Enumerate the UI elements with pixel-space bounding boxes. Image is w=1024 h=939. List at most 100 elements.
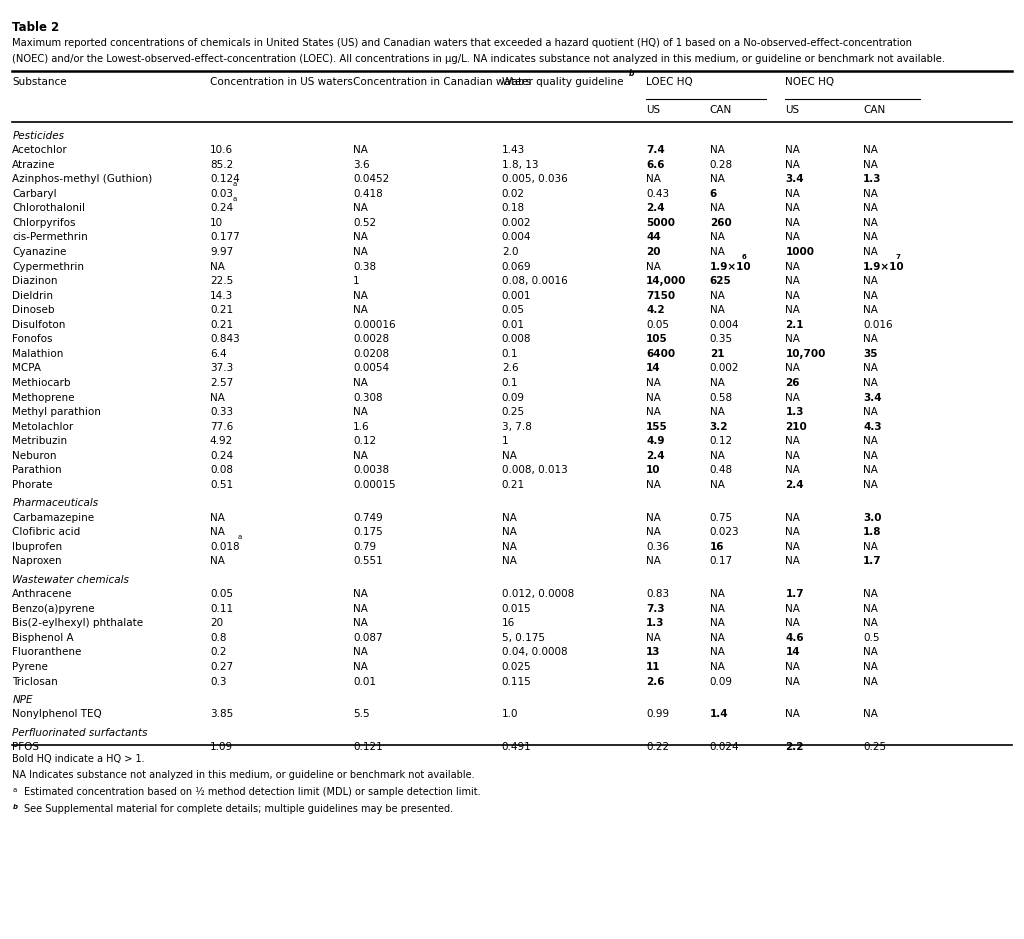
Text: Chlorothalonil: Chlorothalonil [12, 203, 85, 213]
Text: Pyrene: Pyrene [12, 662, 48, 672]
Text: NA: NA [710, 407, 725, 417]
Text: Dinoseb: Dinoseb [12, 305, 55, 316]
Text: NA: NA [785, 527, 801, 537]
Text: 0.09: 0.09 [502, 393, 524, 403]
Text: NA: NA [710, 633, 725, 643]
Text: 0.001: 0.001 [502, 290, 531, 300]
Text: NA: NA [863, 451, 879, 461]
Text: 3.85: 3.85 [210, 709, 233, 719]
Text: b: b [629, 69, 635, 79]
Text: NA: NA [353, 618, 369, 628]
Text: 6: 6 [710, 189, 717, 199]
Text: NA: NA [210, 527, 225, 537]
Text: 2.1: 2.1 [785, 319, 804, 330]
Text: 0.115: 0.115 [502, 676, 531, 686]
Text: MCPA: MCPA [12, 363, 41, 374]
Text: 0.08: 0.08 [210, 465, 232, 475]
Text: NA: NA [210, 513, 225, 523]
Text: Bisphenol A: Bisphenol A [12, 633, 74, 643]
Text: Azinphos-methyl (Guthion): Azinphos-methyl (Guthion) [12, 174, 153, 184]
Text: 0.21: 0.21 [210, 305, 233, 316]
Text: a: a [232, 181, 237, 187]
Text: 2.4: 2.4 [646, 203, 665, 213]
Text: 0.018: 0.018 [210, 542, 240, 552]
Text: 0.09: 0.09 [710, 676, 732, 686]
Text: 1.7: 1.7 [785, 589, 804, 599]
Text: 20: 20 [210, 618, 223, 628]
Text: 77.6: 77.6 [210, 422, 233, 432]
Text: Concentration in Canadian waters: Concentration in Canadian waters [353, 77, 531, 87]
Text: Malathion: Malathion [12, 348, 63, 359]
Text: NA: NA [646, 261, 662, 271]
Text: 1000: 1000 [785, 247, 814, 257]
Text: NA: NA [353, 145, 369, 155]
Text: 7.4: 7.4 [646, 145, 665, 155]
Text: NA: NA [863, 662, 879, 672]
Text: NA: NA [863, 436, 879, 446]
Text: Anthracene: Anthracene [12, 589, 73, 599]
Text: US: US [785, 105, 800, 115]
Text: 0.0028: 0.0028 [353, 334, 389, 345]
Text: 0.551: 0.551 [353, 556, 383, 566]
Text: Substance: Substance [12, 77, 67, 87]
Text: See Supplemental material for complete details; multiple guidelines may be prese: See Supplemental material for complete d… [24, 804, 453, 814]
Text: 1.09: 1.09 [210, 742, 233, 752]
Text: 0.015: 0.015 [502, 604, 531, 614]
Text: NA: NA [863, 334, 879, 345]
Text: 0.24: 0.24 [210, 451, 233, 461]
Text: NA: NA [785, 232, 801, 242]
Text: US: US [646, 105, 660, 115]
Text: NA: NA [502, 451, 517, 461]
Text: Concentration in US waters: Concentration in US waters [210, 77, 353, 87]
Text: NA: NA [646, 393, 662, 403]
Text: Naproxen: Naproxen [12, 556, 61, 566]
Text: NA: NA [710, 290, 725, 300]
Text: NA: NA [353, 662, 369, 672]
Text: NA: NA [785, 709, 801, 719]
Text: 2.0: 2.0 [502, 247, 518, 257]
Text: 0.05: 0.05 [502, 305, 524, 316]
Text: NA: NA [785, 276, 801, 286]
Text: 26: 26 [785, 377, 800, 388]
Text: NA: NA [863, 676, 879, 686]
Text: NA: NA [710, 247, 725, 257]
Text: 1.43: 1.43 [502, 145, 525, 155]
Text: Maximum reported concentrations of chemicals in United States (US) and Canadian : Maximum reported concentrations of chemi… [12, 38, 912, 48]
Text: 11: 11 [646, 662, 660, 672]
Text: NA: NA [646, 174, 662, 184]
Text: 14: 14 [785, 647, 800, 657]
Text: NA: NA [863, 290, 879, 300]
Text: 0.5: 0.5 [863, 633, 880, 643]
Text: NA: NA [353, 604, 369, 614]
Text: NA: NA [785, 513, 801, 523]
Text: NA: NA [863, 203, 879, 213]
Text: NA: NA [785, 261, 801, 271]
Text: 7150: 7150 [646, 290, 675, 300]
Text: 0.28: 0.28 [710, 160, 733, 170]
Text: NA: NA [646, 556, 662, 566]
Text: 14: 14 [646, 363, 660, 374]
Text: 3.0: 3.0 [863, 513, 882, 523]
Text: a: a [12, 787, 16, 793]
Text: 0.3: 0.3 [210, 676, 226, 686]
Text: NA: NA [863, 407, 879, 417]
Text: 0.11: 0.11 [210, 604, 233, 614]
Text: Bis(2-eylhexyl) phthalate: Bis(2-eylhexyl) phthalate [12, 618, 143, 628]
Text: 1.9×10: 1.9×10 [863, 261, 905, 271]
Text: 2.6: 2.6 [646, 676, 665, 686]
Text: 0.02: 0.02 [502, 189, 524, 199]
Text: a: a [232, 195, 237, 202]
Text: Pharmaceuticals: Pharmaceuticals [12, 498, 98, 508]
Text: Parathion: Parathion [12, 465, 61, 475]
Text: NA: NA [863, 218, 879, 228]
Text: 0.12: 0.12 [353, 436, 377, 446]
Text: 14,000: 14,000 [646, 276, 686, 286]
Text: 14.3: 14.3 [210, 290, 233, 300]
Text: 0.087: 0.087 [353, 633, 383, 643]
Text: 4.2: 4.2 [646, 305, 665, 316]
Text: Neburon: Neburon [12, 451, 56, 461]
Text: 1.0: 1.0 [502, 709, 518, 719]
Text: Carbamazepine: Carbamazepine [12, 513, 94, 523]
Text: NA: NA [785, 203, 801, 213]
Text: Cypermethrin: Cypermethrin [12, 261, 84, 271]
